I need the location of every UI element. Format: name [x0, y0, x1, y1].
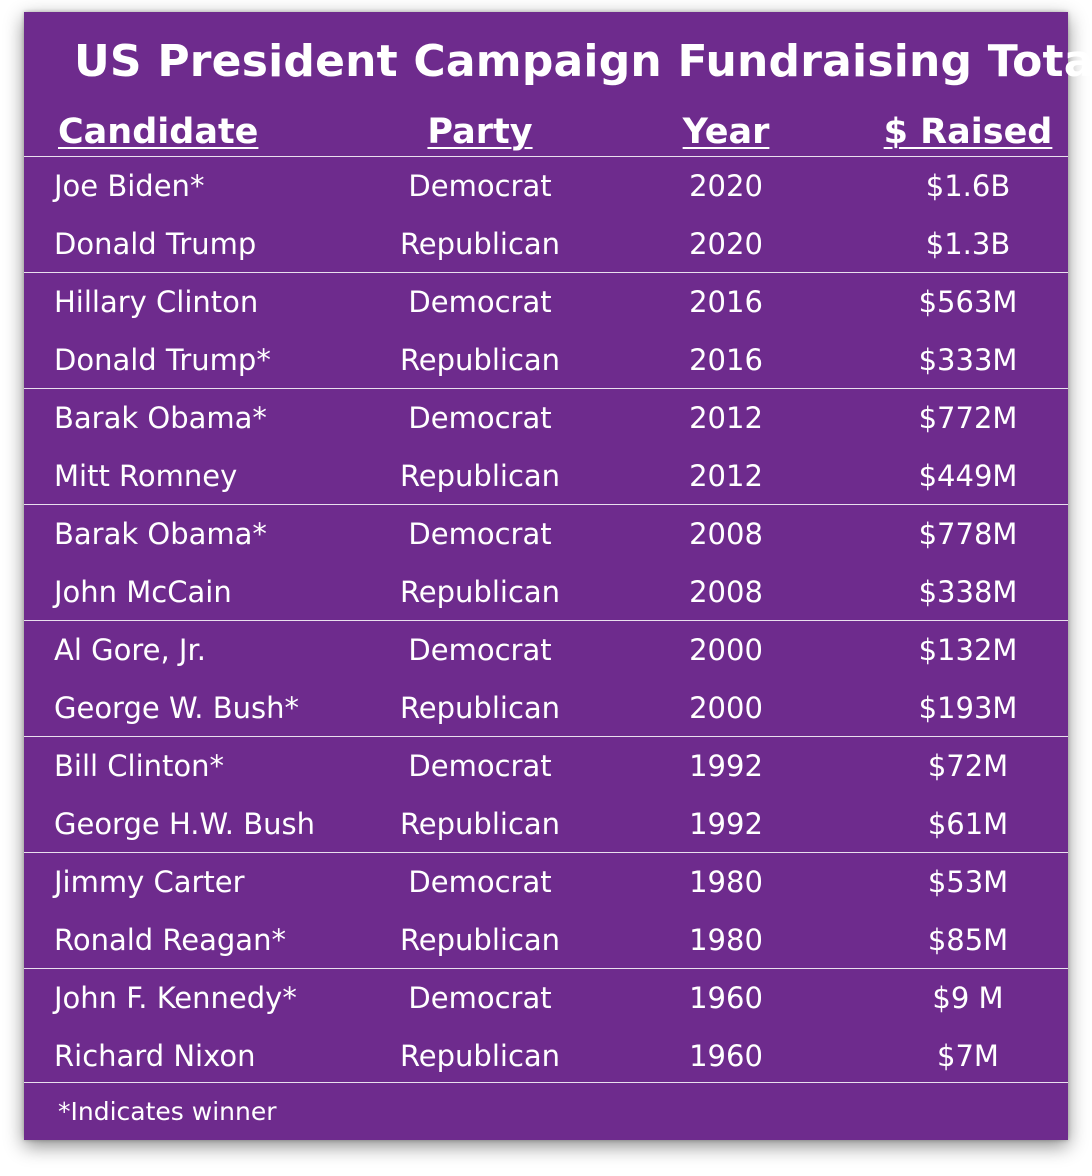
- cell-year: 2008: [689, 517, 763, 551]
- table-body: Joe Biden* Democrat 2020 $1.6B Donald Tr…: [24, 156, 1068, 1084]
- cell-candidate: Mitt Romney: [54, 459, 238, 493]
- cell-year: 1960: [689, 1039, 763, 1073]
- cell-candidate: Richard Nixon: [54, 1039, 256, 1073]
- cell-year: 2020: [689, 169, 763, 203]
- cell-party: Democrat: [408, 981, 552, 1015]
- footnote: *Indicates winner: [58, 1097, 277, 1126]
- table-row: Donald Trump* Republican 2016 $333M: [24, 331, 1068, 389]
- table-title: US President Campaign Fundraising Totals: [74, 36, 1092, 87]
- cell-party: Republican: [399, 923, 561, 957]
- cell-raised: $338M: [918, 575, 1018, 609]
- cell-candidate: Hillary Clinton: [54, 285, 259, 319]
- cell-party: Republican: [399, 459, 561, 493]
- cell-party: Democrat: [408, 865, 552, 899]
- cell-raised: $7M: [937, 1039, 999, 1073]
- election-group-2000: Al Gore, Jr. Democrat 2000 $132M George …: [24, 620, 1068, 736]
- table-row: Joe Biden* Democrat 2020 $1.6B: [24, 157, 1068, 215]
- cell-party: Democrat: [408, 285, 552, 319]
- table-row: Bill Clinton* Democrat 1992 $72M: [24, 737, 1068, 795]
- cell-party: Democrat: [408, 517, 552, 551]
- election-group-1960: John F. Kennedy* Democrat 1960 $9 M Rich…: [24, 968, 1068, 1084]
- fundraising-table-card: US President Campaign Fundraising Totals…: [24, 12, 1092, 1140]
- cell-raised: $1.3B: [925, 227, 1011, 261]
- table-row: George W. Bush* Republican 2000 $193M: [24, 679, 1068, 737]
- table-row: Jimmy Carter Democrat 1980 $53M: [24, 853, 1068, 911]
- cell-raised: $1.6B: [925, 169, 1011, 203]
- cell-raised: $772M: [918, 401, 1018, 435]
- header-candidate: Candidate: [58, 112, 259, 152]
- cell-party: Democrat: [408, 749, 552, 783]
- cell-raised: $193M: [918, 691, 1018, 725]
- cell-party: Democrat: [408, 401, 552, 435]
- table-row: Hillary Clinton Democrat 2016 $563M: [24, 273, 1068, 331]
- table-row: Donald Trump Republican 2020 $1.3B: [24, 215, 1068, 273]
- cell-raised: $449M: [918, 459, 1018, 493]
- cell-year: 2016: [689, 343, 763, 377]
- cell-year: 2012: [689, 401, 763, 435]
- cell-year: 2000: [689, 633, 763, 667]
- cell-party: Republican: [399, 343, 561, 377]
- election-group-2020: Joe Biden* Democrat 2020 $1.6B Donald Tr…: [24, 156, 1068, 272]
- cell-party: Democrat: [408, 633, 552, 667]
- cell-party: Republican: [399, 227, 561, 261]
- cell-party: Republican: [399, 691, 561, 725]
- cell-candidate: Donald Trump*: [54, 343, 271, 377]
- cell-party: Republican: [399, 575, 561, 609]
- cell-candidate: George H.W. Bush: [54, 807, 315, 841]
- cell-raised: $563M: [918, 285, 1018, 319]
- cell-raised: $778M: [918, 517, 1018, 551]
- cell-party: Republican: [399, 1039, 561, 1073]
- cell-year: 1980: [689, 923, 763, 957]
- cell-raised: $333M: [918, 343, 1018, 377]
- table-row: George H.W. Bush Republican 1992 $61M: [24, 795, 1068, 853]
- table-row: John F. Kennedy* Democrat 1960 $9 M: [24, 969, 1068, 1027]
- table-row: Barak Obama* Democrat 2008 $778M: [24, 505, 1068, 563]
- cell-raised: $85M: [927, 923, 1009, 957]
- table-header: Candidate Party Year $ Raised: [24, 110, 1068, 156]
- cell-year: 2016: [689, 285, 763, 319]
- cell-year: 2012: [689, 459, 763, 493]
- cell-raised: $9 M: [932, 981, 1004, 1015]
- cell-candidate: Bill Clinton*: [54, 749, 225, 783]
- header-year: Year: [682, 112, 770, 152]
- cell-candidate: George W. Bush*: [54, 691, 299, 725]
- cell-candidate: Ronald Reagan*: [54, 923, 286, 957]
- cell-candidate: Donald Trump: [54, 227, 257, 261]
- table-row: Mitt Romney Republican 2012 $449M: [24, 447, 1068, 505]
- table-row: Al Gore, Jr. Democrat 2000 $132M: [24, 621, 1068, 679]
- cell-candidate: Al Gore, Jr.: [54, 633, 206, 667]
- table-row: John McCain Republican 2008 $338M: [24, 563, 1068, 621]
- cell-candidate: John F. Kennedy*: [54, 981, 297, 1015]
- table-row: Richard Nixon Republican 1960 $7M: [24, 1027, 1068, 1085]
- header-raised: $ Raised: [883, 112, 1053, 152]
- election-group-2012: Barak Obama* Democrat 2012 $772M Mitt Ro…: [24, 388, 1068, 504]
- table-row: Ronald Reagan* Republican 1980 $85M: [24, 911, 1068, 969]
- cell-year: 1992: [689, 807, 763, 841]
- election-group-1980: Jimmy Carter Democrat 1980 $53M Ronald R…: [24, 852, 1068, 968]
- cell-raised: $53M: [927, 865, 1009, 899]
- table-row: Barak Obama* Democrat 2012 $772M: [24, 389, 1068, 447]
- cell-candidate: John McCain: [54, 575, 232, 609]
- cell-raised: $61M: [927, 807, 1009, 841]
- cell-party: Republican: [399, 807, 561, 841]
- cell-year: 1980: [689, 865, 763, 899]
- footer-divider: [24, 1082, 1068, 1083]
- cell-year: 2020: [689, 227, 763, 261]
- election-group-2008: Barak Obama* Democrat 2008 $778M John Mc…: [24, 504, 1068, 620]
- cell-year: 2008: [689, 575, 763, 609]
- header-party: Party: [427, 112, 533, 152]
- cell-candidate: Barak Obama*: [54, 401, 267, 435]
- cell-party: Democrat: [408, 169, 552, 203]
- election-group-1992: Bill Clinton* Democrat 1992 $72M George …: [24, 736, 1068, 852]
- cell-year: 1960: [689, 981, 763, 1015]
- cell-candidate: Barak Obama*: [54, 517, 267, 551]
- cell-raised: $132M: [918, 633, 1018, 667]
- election-group-2016: Hillary Clinton Democrat 2016 $563M Dona…: [24, 272, 1068, 388]
- cell-year: 2000: [689, 691, 763, 725]
- cell-year: 1992: [689, 749, 763, 783]
- cell-raised: $72M: [927, 749, 1009, 783]
- cell-candidate: Jimmy Carter: [54, 865, 245, 899]
- cell-candidate: Joe Biden*: [54, 169, 205, 203]
